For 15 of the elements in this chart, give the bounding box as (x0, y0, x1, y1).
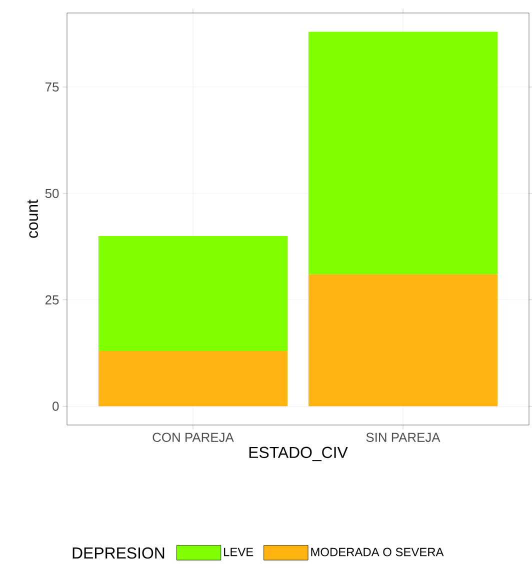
y-tick-label: 0 (52, 402, 59, 411)
legend-label: LEVE (224, 548, 254, 556)
bar (98, 236, 288, 351)
x-axis-title: ESTADO_CIV (249, 446, 348, 462)
legend-label: MODERADA O SEVERA (311, 548, 444, 556)
bar (308, 32, 498, 274)
y-axis-title: count (28, 200, 38, 238)
bar (308, 274, 498, 406)
bar (98, 350, 288, 406)
x-tick-label: CON PAREJA (152, 432, 234, 442)
y-tick-label: 50 (45, 188, 59, 198)
y-tick-label: 25 (45, 295, 59, 304)
x-tick-label: SIN PAREJA (366, 432, 440, 442)
y-tick-label: 75 (45, 82, 59, 92)
legend-title: DEPRESION (72, 547, 164, 559)
